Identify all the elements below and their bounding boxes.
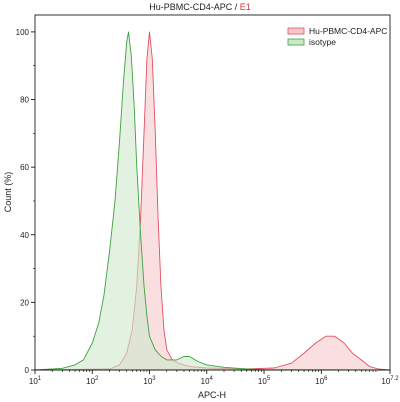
- x-tick-label: 102: [86, 376, 99, 386]
- x-tick-label: 105: [258, 376, 271, 386]
- y-tick-label: 20: [20, 298, 29, 307]
- legend-label: isotype: [309, 37, 336, 47]
- y-axis-title: Count (%): [3, 172, 13, 213]
- axis-layer: 101 102 103 104 105 106 107.2 0 20 40 60 80 100: [16, 28, 400, 386]
- y-tick-label: 40: [20, 231, 29, 240]
- series-layer: [34, 31, 391, 371]
- chart-title: Hu-PBMC-CD4-APC / E1: [149, 2, 251, 12]
- y-tick-label: 60: [20, 163, 29, 172]
- x-tick-label: 106: [315, 376, 328, 386]
- chart-title-gate: E1: [240, 2, 251, 12]
- legend-swatch: [287, 38, 305, 46]
- chart-title-main: Hu-PBMC-CD4-APC: [149, 2, 233, 12]
- x-tick-label: 101: [29, 376, 42, 386]
- y-tick-label: 0: [25, 366, 30, 375]
- chart-title-separator: /: [232, 2, 240, 12]
- x-tick-label: 107.2: [381, 376, 399, 386]
- x-tick-label: 103: [143, 376, 156, 386]
- legend-label: Hu-PBMC-CD4-APC: [309, 26, 387, 36]
- legend-swatch: [287, 27, 305, 35]
- x-tick-label: 104: [201, 376, 214, 386]
- plot-frame: [34, 14, 391, 371]
- series-0-area: [34, 31, 391, 371]
- y-tick-label: 80: [20, 96, 29, 105]
- x-axis-title: APC-H: [198, 390, 226, 400]
- series-1-area: [34, 31, 391, 371]
- y-tick-label: 100: [16, 28, 30, 37]
